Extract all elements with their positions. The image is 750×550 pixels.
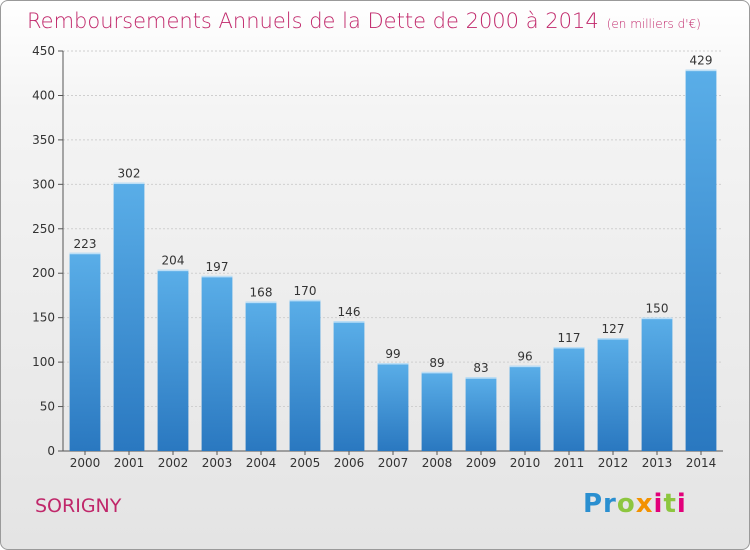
x-tick-label-2012: 2012 — [598, 456, 629, 470]
data-label-2011: 117 — [558, 331, 581, 345]
x-tick-label-2014: 2014 — [686, 456, 717, 470]
x-tick-label-2007: 2007 — [378, 456, 409, 470]
bar-highlight — [69, 252, 101, 255]
y-tick-label: 100 — [32, 355, 55, 369]
y-tick-label: 150 — [32, 311, 55, 325]
data-label-2003: 197 — [206, 260, 229, 274]
x-tick-label-2013: 2013 — [642, 456, 673, 470]
data-label-2006: 146 — [338, 305, 361, 319]
bar-highlight — [157, 269, 189, 272]
bar-2002 — [157, 269, 189, 451]
chart-title: Remboursements Annuels de la Dette de 20… — [27, 9, 701, 33]
bar-highlight — [113, 182, 145, 185]
data-label-2005: 170 — [294, 284, 317, 298]
bar-highlight — [641, 317, 673, 320]
bar-highlight — [553, 347, 585, 349]
bar-2008 — [421, 371, 453, 451]
data-label-2004: 168 — [250, 286, 273, 300]
y-tick-label: 450 — [32, 44, 55, 58]
x-tick-label-2004: 2004 — [246, 456, 277, 470]
y-tick-label: 50 — [40, 400, 55, 414]
x-tick-label-2001: 2001 — [114, 456, 145, 470]
data-label-2002: 204 — [162, 254, 185, 268]
bar-highlight — [509, 365, 541, 368]
data-label-2007: 99 — [385, 347, 400, 361]
bar-2010 — [509, 365, 541, 451]
proxiti-logo: Proxiti — [583, 489, 687, 519]
bar-2014 — [685, 69, 717, 452]
bar-2012 — [597, 338, 629, 451]
bar-2006 — [333, 321, 365, 451]
y-tick-label: 400 — [32, 88, 55, 102]
x-tick-label-2002: 2002 — [158, 456, 189, 470]
y-tick-label: 300 — [32, 177, 55, 191]
data-label-2014: 429 — [690, 54, 713, 68]
bar-highlight — [377, 363, 409, 365]
bar-2000 — [69, 252, 101, 451]
bar-2004 — [245, 301, 277, 451]
chart-subtitle: (en milliers d'€) — [606, 17, 701, 31]
bar-2001 — [113, 182, 145, 452]
bar-2009 — [465, 377, 497, 451]
data-label-2009: 83 — [473, 361, 488, 375]
bar-2013 — [641, 317, 673, 451]
bar-2005 — [289, 299, 321, 451]
bar-2007 — [377, 363, 409, 451]
x-tick-label-2003: 2003 — [202, 456, 233, 470]
x-tick-label-2009: 2009 — [466, 456, 497, 470]
data-label-2000: 223 — [74, 237, 97, 251]
bar-2003 — [201, 275, 233, 451]
bar-highlight — [685, 69, 717, 72]
x-tick-label-2005: 2005 — [290, 456, 321, 470]
bar-2011 — [553, 347, 585, 451]
y-tick-label: 200 — [32, 266, 55, 280]
data-label-2008: 89 — [429, 356, 444, 370]
y-tick-label: 0 — [47, 444, 55, 458]
x-tick-label-2006: 2006 — [334, 456, 365, 470]
bar-highlight — [245, 301, 277, 304]
data-label-2001: 302 — [118, 167, 141, 181]
x-tick-label-2011: 2011 — [554, 456, 585, 470]
x-tick-label-2000: 2000 — [70, 456, 101, 470]
data-label-2012: 127 — [602, 322, 625, 336]
bar-highlight — [333, 321, 365, 323]
data-label-2013: 150 — [646, 302, 669, 316]
bar-highlight — [597, 338, 629, 340]
title-text: Remboursements Annuels de la Dette de 20… — [27, 9, 599, 33]
commune-name: SORIGNY — [35, 495, 122, 517]
y-tick-label: 250 — [32, 222, 55, 236]
x-tick-label-2010: 2010 — [510, 456, 541, 470]
bar-highlight — [465, 377, 497, 379]
data-label-2010: 96 — [517, 350, 532, 364]
bar-highlight — [289, 299, 321, 302]
y-tick-label: 350 — [32, 133, 55, 147]
bar-highlight — [421, 371, 453, 374]
x-tick-label-2008: 2008 — [422, 456, 453, 470]
bar-highlight — [201, 275, 233, 278]
